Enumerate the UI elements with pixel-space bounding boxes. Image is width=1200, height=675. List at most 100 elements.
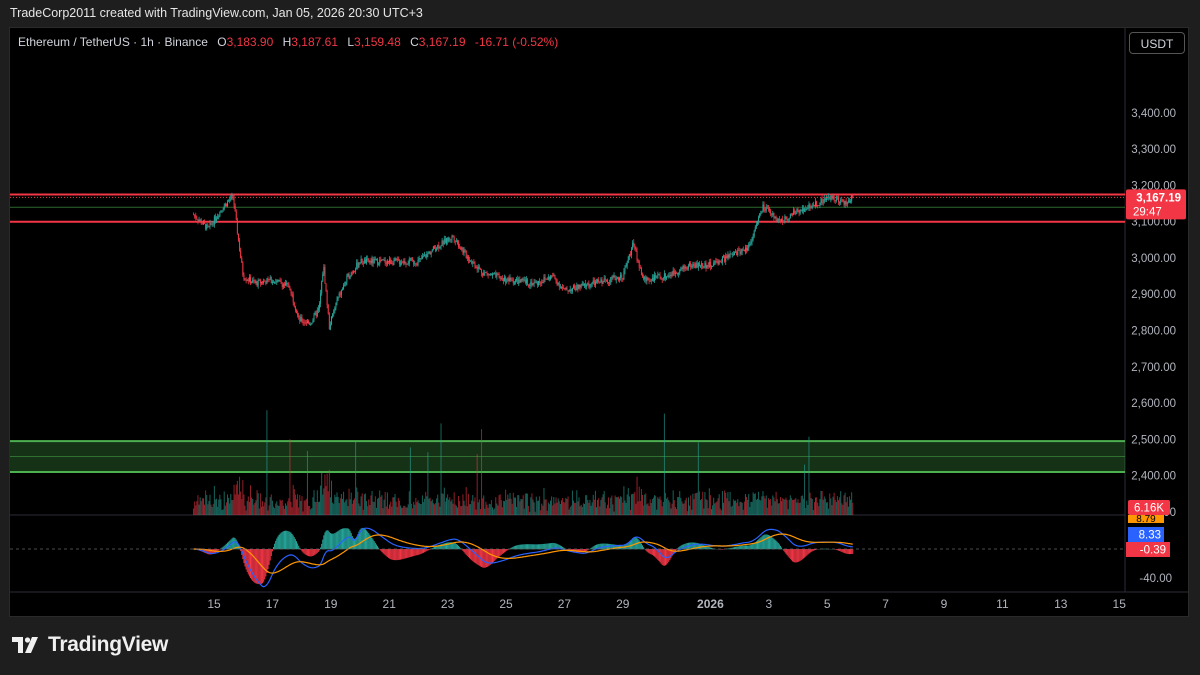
candle-body <box>201 223 203 225</box>
candle-body <box>651 277 653 281</box>
macd-hist-bar <box>682 544 684 550</box>
candle-body <box>428 251 430 254</box>
x-tick-label: 17 <box>266 597 280 611</box>
candle-body <box>640 267 642 275</box>
macd-hist-bar <box>427 549 429 551</box>
volume-bar <box>762 491 764 515</box>
volume-bar <box>394 493 396 515</box>
macd-hist-bar <box>367 531 369 550</box>
macd-hist-bar <box>336 531 338 550</box>
x-tick-label: 21 <box>383 597 397 611</box>
candle-body <box>414 263 416 265</box>
macd-hist-bar <box>648 549 650 554</box>
candle-body <box>848 200 850 203</box>
candle-body <box>689 263 691 266</box>
macd-hist-bar <box>373 541 375 550</box>
volume-bar <box>688 497 689 515</box>
currency-button[interactable]: USDT <box>1129 32 1185 54</box>
candle-body <box>825 197 827 200</box>
volume-bar <box>729 491 731 515</box>
candle-body <box>763 204 765 211</box>
candle-body <box>471 260 473 264</box>
macd-hist-bar <box>516 545 518 550</box>
macd-hist-bar <box>343 528 345 550</box>
volume-bar <box>654 495 656 515</box>
candle-body <box>427 253 429 255</box>
volume-bar <box>785 497 787 515</box>
volume-bar <box>435 503 437 515</box>
candle-body <box>341 289 343 291</box>
candle-body <box>490 273 492 276</box>
volume-bar <box>294 494 296 515</box>
candle-body <box>386 261 388 265</box>
candle-body <box>507 278 509 282</box>
macd-hist-bar <box>795 549 797 563</box>
macd-hist-bar <box>585 549 587 552</box>
candle-body <box>367 258 369 260</box>
candle-body <box>725 255 727 262</box>
candle-body <box>521 278 523 280</box>
candle-body <box>205 223 207 230</box>
candle-body <box>283 284 285 286</box>
candle-body <box>323 267 325 275</box>
candle-body <box>491 273 493 276</box>
macd-hist-bar <box>459 546 461 550</box>
candle-body <box>505 277 507 283</box>
macd-hist-bar <box>435 546 437 550</box>
volume-bar <box>638 486 640 515</box>
volume-bar <box>334 494 336 515</box>
tradingview-brand[interactable]: TradingView <box>48 633 169 656</box>
candle-body <box>712 266 714 268</box>
x-tick-label: 15 <box>207 597 221 611</box>
volume-bar <box>383 499 385 515</box>
macd-hist-bar <box>652 549 654 556</box>
candle-body <box>563 287 565 289</box>
macd-hist-bar <box>357 534 359 550</box>
volume-bar <box>578 497 580 515</box>
volume-bar <box>274 508 276 515</box>
volume-bar <box>384 492 386 515</box>
volume-bar <box>257 493 259 515</box>
candle-body <box>415 263 417 265</box>
volume-bar <box>700 500 702 515</box>
volume-bar <box>389 504 391 515</box>
candle-body <box>851 195 853 202</box>
macd-hist-bar <box>251 549 253 580</box>
candle-body <box>392 263 394 265</box>
volume-bar <box>596 507 598 515</box>
volume-bar <box>234 494 236 515</box>
volume-bar <box>502 500 504 515</box>
candle-body <box>360 258 362 264</box>
macd-hist-bar <box>744 545 746 550</box>
volume-bar <box>217 506 219 515</box>
candle-body <box>632 242 634 249</box>
volume-bar <box>811 498 813 515</box>
candles <box>193 192 854 331</box>
symbol-name[interactable]: Ethereum / TetherUS · 1h · Binance <box>18 35 208 49</box>
candle-body <box>384 259 386 264</box>
candle-body <box>343 285 345 290</box>
macd-hist-bar <box>474 549 476 563</box>
macd-hist-bar <box>309 549 311 557</box>
volume-bar <box>807 504 809 515</box>
macd-hist-bar <box>697 543 699 550</box>
candle-body <box>700 265 702 267</box>
macd-hist-bar <box>506 549 508 551</box>
candle-body <box>385 263 387 265</box>
candle-body <box>350 272 352 277</box>
macd-hist-bar <box>634 537 636 550</box>
candle-body <box>743 250 745 252</box>
macd-hist-bar <box>732 547 734 550</box>
candle-body <box>263 280 265 284</box>
macd-hist-bar <box>540 544 542 550</box>
macd-hist-bar <box>809 549 811 553</box>
volume-bar <box>564 502 566 515</box>
candle-body <box>292 294 294 303</box>
volume-bar <box>610 497 612 515</box>
volume-bar <box>293 489 295 515</box>
volume-bar <box>686 511 688 515</box>
macd-hist-bar <box>275 540 277 550</box>
volume-bar <box>677 497 679 515</box>
volume-bar <box>287 501 289 515</box>
